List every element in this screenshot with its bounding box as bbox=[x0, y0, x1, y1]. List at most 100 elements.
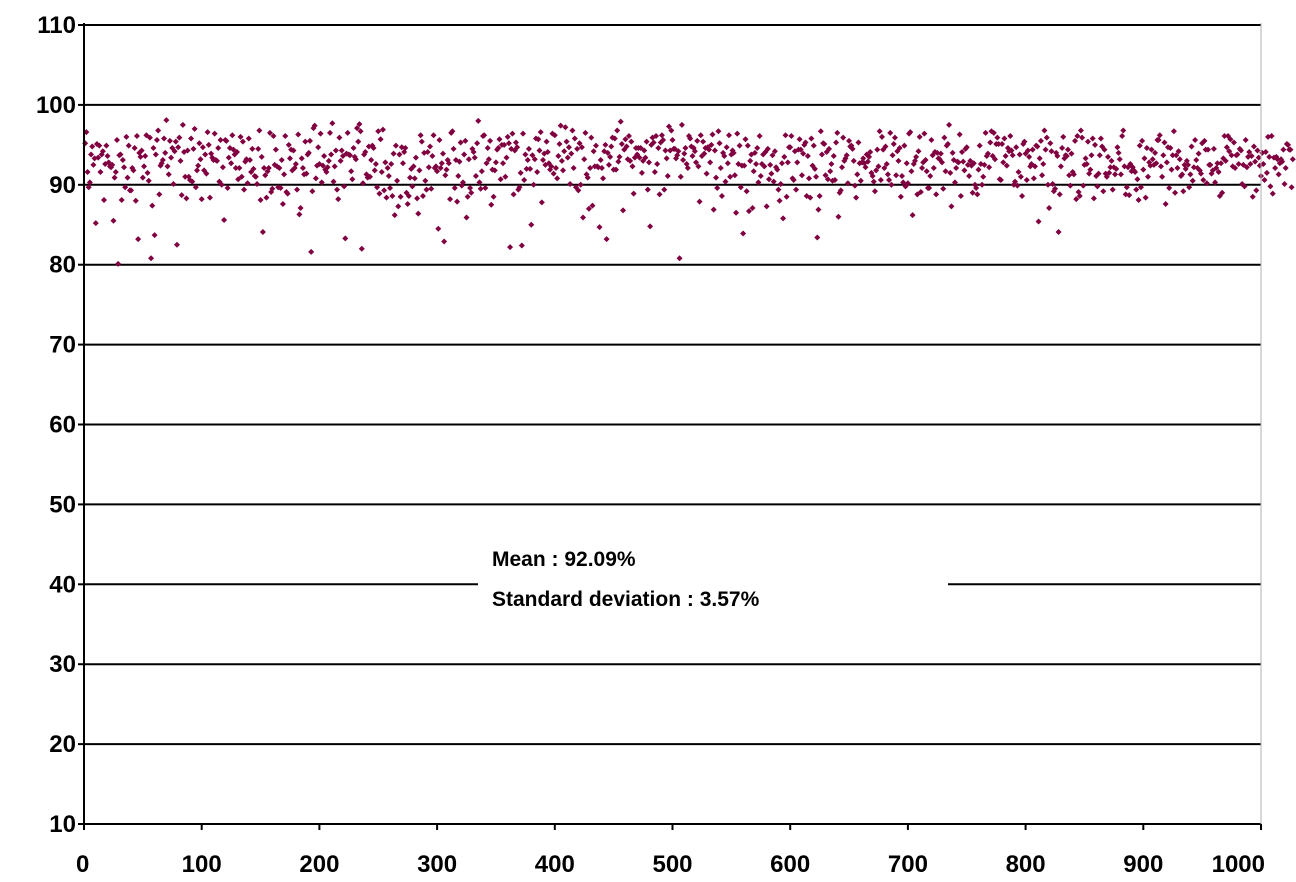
data-point bbox=[568, 150, 575, 157]
data-point bbox=[1067, 182, 1074, 189]
data-point bbox=[278, 157, 285, 164]
data-point bbox=[1054, 153, 1061, 160]
data-point bbox=[241, 186, 248, 193]
data-point bbox=[1115, 149, 1122, 156]
y-tick-label: 10 bbox=[49, 811, 76, 838]
data-point bbox=[1107, 164, 1114, 171]
data-point bbox=[565, 144, 572, 151]
data-point bbox=[395, 203, 402, 210]
data-point bbox=[995, 141, 1002, 148]
data-point bbox=[592, 142, 599, 149]
data-point bbox=[238, 173, 245, 180]
data-point bbox=[1017, 173, 1024, 180]
data-point bbox=[257, 196, 264, 203]
data-point bbox=[1100, 188, 1107, 195]
data-point bbox=[747, 157, 754, 164]
axes bbox=[78, 23, 1262, 830]
data-point bbox=[1032, 163, 1039, 170]
data-point bbox=[725, 132, 732, 139]
data-point bbox=[1029, 146, 1036, 153]
data-point bbox=[1213, 165, 1220, 172]
data-point bbox=[1001, 135, 1008, 142]
data-point bbox=[557, 122, 564, 129]
data-point bbox=[292, 161, 299, 168]
data-point bbox=[650, 139, 657, 146]
data-point bbox=[451, 184, 458, 191]
data-point bbox=[166, 137, 173, 144]
data-point bbox=[746, 208, 753, 215]
data-point bbox=[602, 141, 609, 148]
data-point bbox=[269, 185, 276, 192]
data-point bbox=[980, 173, 987, 180]
data-point bbox=[951, 179, 958, 186]
data-point bbox=[255, 145, 262, 152]
data-point bbox=[516, 184, 523, 191]
data-point bbox=[397, 193, 404, 200]
data-point bbox=[113, 137, 120, 144]
data-point bbox=[793, 186, 800, 193]
data-point bbox=[617, 118, 624, 125]
data-point bbox=[598, 165, 605, 172]
data-point bbox=[137, 153, 144, 160]
data-point bbox=[1083, 161, 1090, 168]
data-point bbox=[1160, 152, 1167, 159]
data-point bbox=[636, 154, 643, 161]
data-point bbox=[435, 225, 442, 232]
data-point bbox=[837, 187, 844, 194]
data-point bbox=[957, 192, 964, 199]
data-point bbox=[342, 235, 349, 242]
data-point bbox=[1148, 146, 1155, 153]
data-point bbox=[647, 223, 654, 230]
data-point bbox=[710, 206, 717, 213]
data-point bbox=[655, 145, 662, 152]
data-point bbox=[384, 165, 391, 172]
data-point bbox=[600, 175, 607, 182]
data-point bbox=[736, 142, 743, 149]
data-point bbox=[1016, 151, 1023, 158]
data-point bbox=[482, 184, 489, 191]
data-point bbox=[389, 192, 396, 199]
data-point bbox=[575, 187, 582, 194]
data-point bbox=[818, 151, 825, 158]
data-point bbox=[589, 202, 596, 209]
data-point bbox=[1289, 156, 1296, 163]
data-point bbox=[830, 153, 837, 160]
data-point bbox=[162, 149, 169, 156]
data-point bbox=[629, 163, 636, 170]
data-point bbox=[939, 159, 946, 166]
data-point bbox=[713, 174, 720, 181]
data-point bbox=[576, 140, 583, 147]
data-point bbox=[323, 169, 330, 176]
data-point bbox=[381, 187, 388, 194]
data-point bbox=[753, 161, 760, 168]
data-point bbox=[1272, 165, 1279, 172]
data-point bbox=[1143, 145, 1150, 152]
data-point bbox=[348, 168, 355, 175]
data-point bbox=[294, 186, 301, 193]
data-point bbox=[191, 125, 198, 132]
data-point bbox=[887, 129, 894, 136]
data-point bbox=[441, 238, 448, 245]
data-point bbox=[834, 129, 841, 136]
data-point bbox=[1156, 132, 1163, 139]
y-axis-tick-labels: 10 20 30 40 50 60 70 80 90 100 110 bbox=[36, 12, 76, 838]
data-point bbox=[608, 143, 615, 150]
data-point bbox=[620, 207, 627, 214]
data-point bbox=[254, 181, 261, 188]
data-point bbox=[317, 130, 324, 137]
data-point bbox=[1084, 138, 1091, 145]
data-point bbox=[90, 161, 97, 168]
data-point bbox=[959, 149, 966, 156]
data-point bbox=[708, 141, 715, 148]
data-point bbox=[770, 178, 777, 185]
data-point bbox=[324, 164, 331, 171]
data-point bbox=[615, 158, 622, 165]
data-point bbox=[410, 163, 417, 170]
data-point bbox=[121, 164, 128, 171]
data-point bbox=[1096, 152, 1103, 159]
data-point bbox=[1274, 156, 1281, 163]
data-point bbox=[984, 150, 991, 157]
data-point bbox=[605, 161, 612, 168]
data-point bbox=[561, 148, 568, 155]
data-point bbox=[771, 148, 778, 155]
